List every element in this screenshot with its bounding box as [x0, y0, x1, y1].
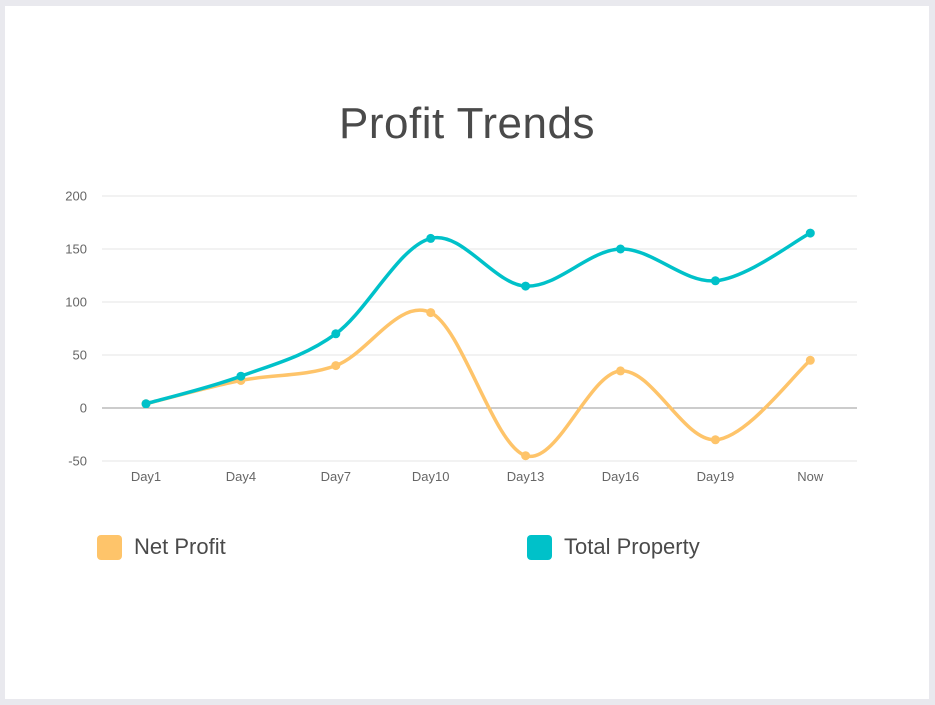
series-layer [141, 228, 815, 461]
legend-item-net-profit[interactable]: Net Profit [97, 532, 226, 562]
series-line-net-profit [144, 308, 813, 458]
y-tick-label: 150 [65, 242, 87, 257]
x-axis-ticks: Day1 Day4 Day7 Day10 Day13 Day16 Day19 Now [131, 469, 824, 484]
legend-item-total-property[interactable]: Total Property [527, 532, 700, 562]
chart-title: Profit Trends [339, 99, 595, 148]
legend-label-net-profit: Net Profit [134, 534, 226, 559]
data-point-total-property[interactable] [426, 233, 436, 243]
x-tick-label: Day1 [131, 469, 161, 484]
data-point-total-property[interactable] [805, 228, 815, 238]
x-tick-label: Day4 [226, 469, 256, 484]
x-tick-label: Day7 [321, 469, 351, 484]
data-point-net-profit[interactable] [616, 366, 625, 376]
data-point-total-property[interactable] [141, 399, 151, 409]
data-point-total-property[interactable] [710, 276, 720, 286]
x-tick-label: Day19 [697, 469, 735, 484]
data-point-net-profit[interactable] [426, 308, 436, 318]
x-tick-label: Now [797, 469, 824, 484]
y-tick-label: 200 [65, 189, 87, 204]
legend-swatch-net-profit [97, 534, 122, 560]
x-tick-label: Day13 [507, 469, 545, 484]
chart-card: Profit Trends 200 150 100 50 0 -50 Day1 Day4 Da… [5, 6, 929, 699]
series-line-total-property [144, 231, 813, 406]
data-point-total-property[interactable] [331, 329, 341, 339]
data-point-net-profit[interactable] [805, 355, 815, 365]
data-point-total-property[interactable] [616, 244, 625, 254]
data-point-net-profit[interactable] [710, 435, 720, 445]
data-point-net-profit[interactable] [331, 361, 341, 371]
y-tick-label: 50 [73, 348, 87, 363]
data-point-total-property[interactable] [236, 371, 246, 381]
y-axis-ticks: 200 150 100 50 0 -50 [65, 189, 87, 469]
y-tick-label: -50 [68, 454, 87, 469]
legend-label-total-property: Total Property [564, 534, 700, 559]
data-point-total-property[interactable] [521, 281, 531, 291]
y-tick-label: 0 [80, 401, 87, 416]
y-tick-label: 100 [65, 295, 87, 310]
x-tick-label: Day16 [602, 469, 640, 484]
data-point-net-profit[interactable] [521, 451, 531, 461]
legend-swatch-total-property [527, 534, 552, 560]
grid-lines [102, 195, 857, 462]
x-tick-label: Day10 [412, 469, 450, 484]
